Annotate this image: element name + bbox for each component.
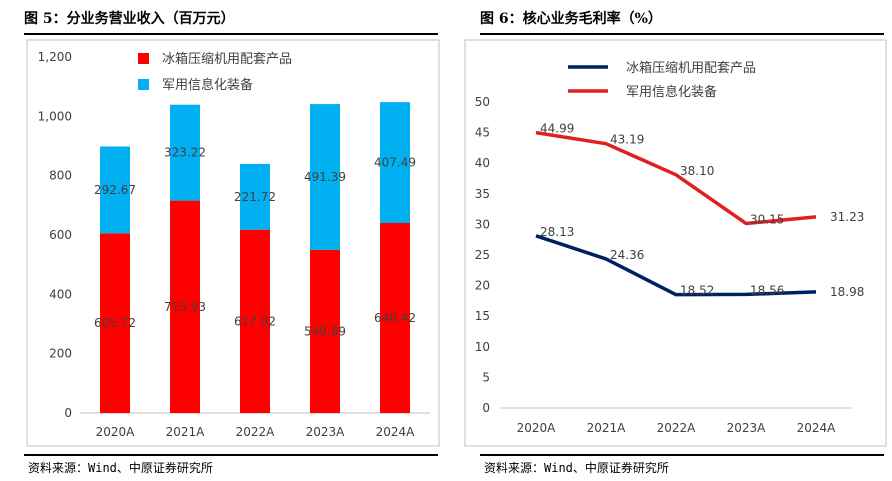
y-tick-label: 50 [475, 95, 490, 109]
point-value-label: 44.99 [540, 122, 574, 136]
chart-frame [26, 39, 440, 447]
bar-value-label: 640.42 [374, 311, 416, 325]
figure-6-top-rule [480, 33, 884, 35]
figure-6-title: 图 6：核心业务毛利率（%） [480, 11, 662, 27]
point-value-label: 18.56 [750, 283, 784, 297]
legend-label: 军用信息化装备 [626, 84, 717, 100]
point-value-label: 30.15 [750, 212, 784, 226]
bar-segment [310, 104, 340, 250]
bar-value-label: 407.49 [374, 156, 416, 170]
bar-value-label: 549.89 [304, 324, 346, 338]
point-value-label: 18.52 [680, 284, 714, 298]
legend-label: 冰箱压缩机用配套产品 [162, 51, 292, 67]
figure-5-panel: 图 5：分业务营业收入（百万元） 0 200 400 600 800 1,000 1,200… [24, 11, 440, 475]
bar-value-label: 292.67 [94, 183, 136, 197]
bar-segment [240, 163, 270, 230]
x-tick-label: 2023A [306, 425, 346, 439]
x-tick-label: 2024A [376, 425, 416, 439]
figure-5-bottom-rule [24, 454, 438, 456]
bar-segment [170, 200, 200, 413]
margin-line-chart: 0 5 10 15 20 25 30 35 40 45 50 28.13 24.36 18.52 18.56… [464, 39, 887, 447]
y-tick-label: 30 [475, 217, 490, 231]
y-tick-label: 1,000 [38, 109, 72, 123]
x-tick-label: 2023A [727, 421, 767, 435]
y-tick-label: 0 [482, 401, 490, 415]
legend-label: 军用信息化装备 [162, 77, 253, 93]
y-tick-label: 25 [475, 248, 490, 262]
legend-label: 冰箱压缩机用配套产品 [626, 60, 756, 76]
bar-value-label: 323.22 [164, 146, 206, 160]
bar-segment [170, 104, 200, 201]
legend-swatch [138, 53, 149, 64]
x-tick-label: 2022A [236, 425, 276, 439]
x-tick-label: 2021A [166, 425, 206, 439]
y-tick-label: 45 [475, 126, 490, 140]
figure-6-panel: 图 6：核心业务毛利率（%） 0 5 10 15 20 25 30 35 40 45 50 28.13… [456, 0, 892, 481]
figure-6-bottom-rule [480, 454, 884, 456]
bar-value-label: 491.39 [304, 170, 346, 184]
y-tick-label: 800 [49, 169, 72, 183]
point-value-label: 24.36 [610, 248, 644, 262]
series-line [535, 130, 817, 226]
bar-segment [380, 102, 410, 224]
bar-segment [240, 229, 270, 413]
x-tick-label: 2024A [797, 421, 837, 435]
bar-value-label: 605.72 [94, 316, 136, 330]
x-tick-label: 2022A [657, 421, 697, 435]
bar-value-label: 617.92 [234, 314, 276, 328]
y-tick-label: 15 [475, 309, 490, 323]
x-tick-label: 2020A [517, 421, 557, 435]
point-value-label: 31.23 [830, 210, 864, 224]
point-value-label: 38.10 [680, 164, 714, 178]
figure-6-source: 资料来源：Wind、中原证券研究所 [484, 461, 669, 475]
chart-frame [464, 39, 887, 447]
y-tick-label: 35 [475, 187, 490, 201]
y-tick-label: 0 [64, 406, 72, 420]
figure-5-source: 资料来源：Wind、中原证券研究所 [28, 461, 213, 475]
y-tick-label: 600 [49, 228, 72, 242]
bar-value-label: 221.72 [234, 190, 276, 204]
y-tick-label: 40 [475, 156, 490, 170]
y-tick-label: 10 [475, 340, 490, 354]
x-tick-label: 2021A [587, 421, 627, 435]
bar-segment [310, 249, 340, 413]
series-line [535, 234, 817, 297]
point-value-label: 18.98 [830, 285, 864, 299]
figure-5-title: 图 5：分业务营业收入（百万元） [24, 11, 235, 27]
bar-segment [380, 223, 410, 413]
y-tick-label: 1,200 [38, 50, 72, 64]
y-tick-label: 20 [475, 279, 490, 293]
y-tick-label: 5 [482, 370, 490, 384]
point-value-label: 28.13 [540, 225, 574, 239]
y-tick-label: 400 [49, 287, 72, 301]
y-tick-label: 200 [49, 347, 72, 361]
x-tick-label: 2020A [96, 425, 136, 439]
revenue-bar-chart: 0 200 400 600 800 1,000 1,200 605.72 715.93 617.9… [26, 39, 440, 447]
point-value-label: 43.19 [610, 133, 644, 147]
bar-segment [100, 233, 130, 413]
bar-value-label: 715.93 [164, 300, 206, 314]
figure-5-top-rule [24, 33, 438, 35]
legend-swatch [138, 79, 149, 90]
bar-segment [100, 146, 130, 234]
